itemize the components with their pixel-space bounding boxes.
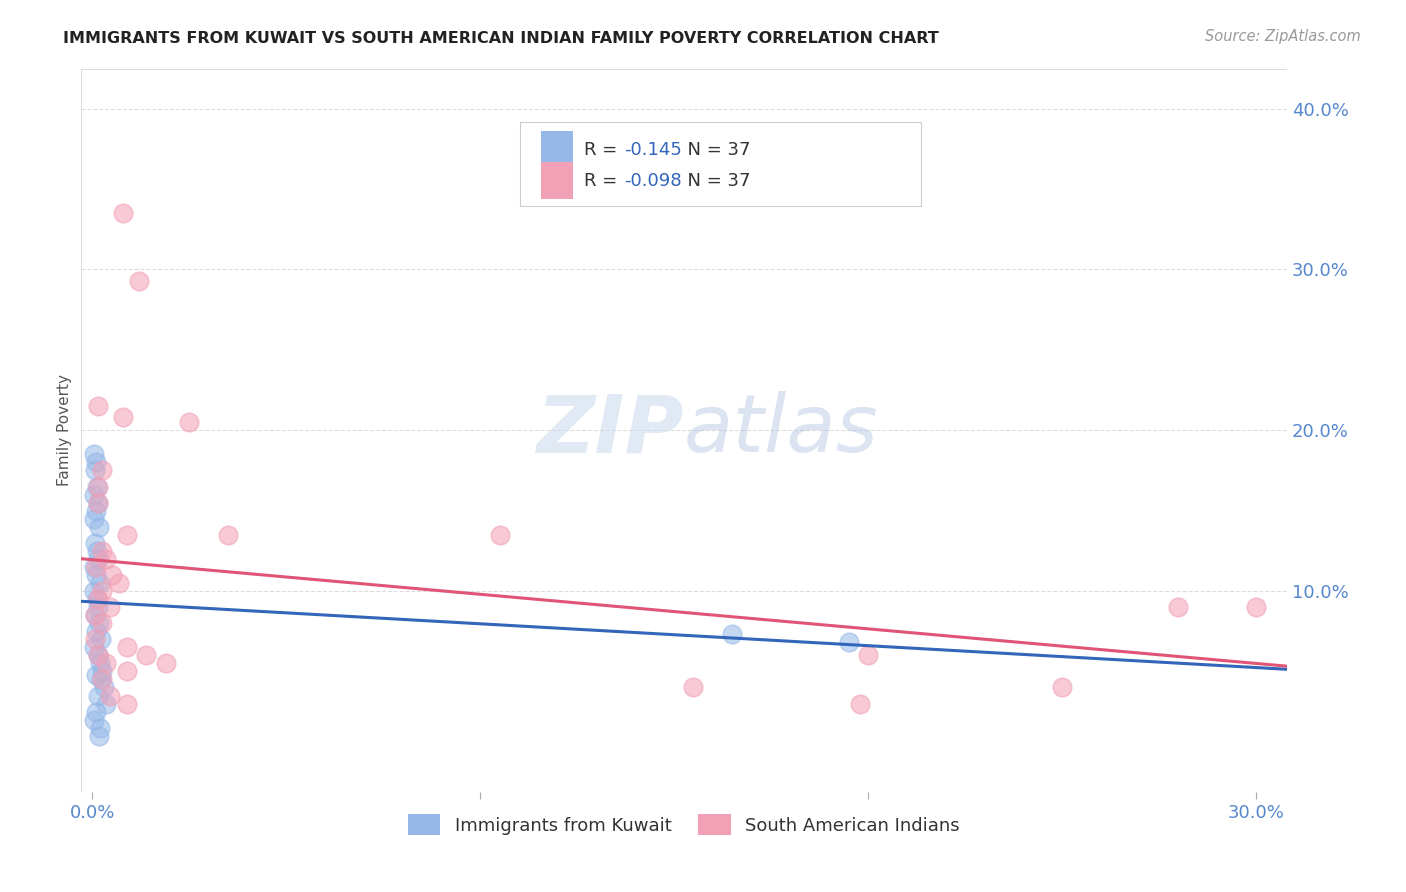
Point [90, 544, 112, 558]
Point [94, 552, 117, 566]
Point [87, 648, 110, 663]
Text: -0.145: -0.145 [624, 141, 682, 160]
Text: IMMIGRANTS FROM KUWAIT VS SOUTH AMERICAN INDIAN FAMILY POVERTY CORRELATION CHART: IMMIGRANTS FROM KUWAIT VS SOUTH AMERICAN… [63, 31, 939, 46]
Point [217, 527, 239, 541]
Point [112, 410, 135, 425]
Point [488, 527, 510, 541]
Point [83, 584, 105, 599]
Point [87, 479, 110, 493]
Point [135, 648, 157, 663]
Point [87, 495, 110, 509]
Point [87, 592, 110, 607]
Point [83, 640, 105, 655]
Point [682, 681, 704, 695]
Point [155, 657, 177, 671]
Point [90, 632, 112, 647]
Legend: Immigrants from Kuwait, South American Indians: Immigrants from Kuwait, South American I… [408, 814, 960, 835]
Point [83, 713, 105, 727]
Point [1167, 600, 1189, 615]
Point [83, 447, 105, 461]
Point [87, 552, 110, 566]
Text: R =: R = [585, 141, 623, 160]
Point [115, 697, 138, 711]
Point [1050, 681, 1073, 695]
Text: N = 37: N = 37 [676, 141, 751, 160]
Point [115, 640, 138, 655]
Text: atlas: atlas [683, 392, 879, 469]
Point [94, 697, 117, 711]
Point [84, 568, 107, 582]
Point [84, 608, 107, 623]
Text: Source: ZipAtlas.com: Source: ZipAtlas.com [1205, 29, 1361, 44]
Point [90, 673, 112, 687]
Point [84, 560, 107, 574]
Point [128, 274, 150, 288]
Point [84, 536, 107, 550]
Point [89, 657, 111, 671]
Point [89, 616, 111, 631]
Point [90, 616, 112, 631]
Point [89, 721, 111, 735]
Point [98, 689, 121, 703]
Point [87, 600, 110, 615]
Point [86, 479, 108, 493]
Point [179, 415, 201, 429]
Point [84, 455, 107, 469]
Point [856, 648, 879, 663]
Point [89, 729, 111, 743]
Point [84, 705, 107, 719]
Point [90, 673, 112, 687]
Point [849, 697, 872, 711]
Point [115, 527, 138, 541]
Point [115, 665, 138, 679]
Point [1244, 600, 1267, 615]
Point [838, 635, 860, 649]
Point [89, 519, 111, 533]
Y-axis label: Family Poverty: Family Poverty [58, 375, 72, 486]
Point [83, 511, 105, 525]
Text: ZIP: ZIP [537, 392, 683, 469]
Point [90, 584, 112, 599]
Point [84, 608, 107, 623]
Point [108, 576, 131, 591]
Point [86, 592, 108, 607]
Point [83, 560, 105, 574]
Point [87, 689, 110, 703]
Point [87, 399, 110, 413]
Point [84, 632, 107, 647]
Point [90, 463, 112, 477]
Point [98, 600, 121, 615]
Point [84, 503, 107, 517]
Point [100, 568, 122, 582]
Point [87, 495, 110, 509]
Point [93, 681, 115, 695]
Point [89, 576, 111, 591]
Point [721, 627, 744, 641]
Point [87, 648, 110, 663]
Point [86, 544, 108, 558]
Point [83, 487, 105, 501]
Text: -0.098: -0.098 [624, 171, 682, 189]
Point [112, 206, 135, 220]
Text: R =: R = [585, 171, 623, 189]
Point [84, 624, 107, 639]
Text: N = 37: N = 37 [676, 171, 751, 189]
Point [84, 463, 107, 477]
Point [84, 667, 107, 681]
Point [90, 665, 112, 679]
Point [94, 657, 117, 671]
